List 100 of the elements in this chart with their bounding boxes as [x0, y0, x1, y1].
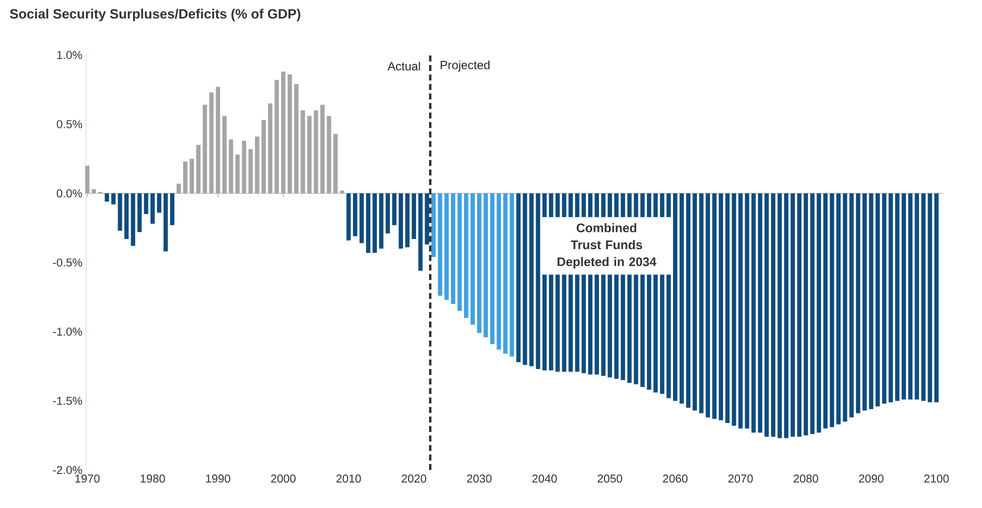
bar [477, 193, 482, 334]
bar [908, 193, 912, 400]
x-tick-label: 1970 [75, 474, 100, 483]
x-tick-label: 2090 [858, 474, 884, 483]
bar [856, 193, 860, 414]
bar [876, 193, 880, 406]
bar [176, 184, 181, 194]
bar [268, 103, 272, 194]
bar [124, 193, 129, 239]
bar [816, 193, 822, 433]
bar [438, 193, 442, 296]
bar [405, 193, 410, 248]
bar [706, 193, 710, 418]
x-tick-label: 2040 [532, 474, 557, 483]
bar [424, 193, 430, 245]
bar [248, 149, 253, 194]
x-tick-label: 1980 [140, 474, 165, 483]
bar [510, 193, 514, 357]
bar [882, 193, 886, 404]
bar [496, 193, 501, 350]
bar [340, 190, 344, 194]
bar [516, 193, 521, 362]
bar [262, 120, 266, 194]
bar [314, 110, 318, 194]
bar [862, 193, 867, 411]
annotation: Projected [440, 60, 490, 72]
bar [895, 193, 900, 401]
bar [718, 193, 724, 420]
bar [150, 193, 155, 224]
bar [372, 193, 377, 253]
bar [680, 193, 684, 404]
bar [804, 193, 808, 436]
bar [751, 193, 756, 433]
bar [235, 154, 240, 194]
x-tick-label: 2020 [402, 474, 426, 483]
bar [352, 193, 358, 236]
bar [398, 193, 403, 249]
bar [157, 193, 162, 213]
x-tick-label: 2010 [336, 474, 361, 483]
bar [307, 116, 312, 194]
bar [366, 193, 370, 253]
y-tick-label: 0.5% [56, 120, 82, 128]
bar [686, 193, 690, 408]
bar [836, 193, 841, 424]
bar [738, 193, 743, 428]
bar [484, 193, 488, 338]
bar [692, 193, 697, 411]
bar [810, 193, 815, 434]
bar [92, 189, 96, 194]
bar [758, 193, 762, 433]
bar [464, 193, 468, 318]
bar [183, 162, 188, 194]
bar [771, 193, 776, 437]
bar [111, 193, 116, 204]
bar [725, 193, 730, 423]
bar [764, 193, 769, 437]
bar [928, 193, 932, 402]
bar [85, 166, 90, 194]
bar [326, 116, 332, 194]
bar [823, 193, 828, 428]
bar [888, 193, 893, 402]
bar [673, 193, 678, 401]
bar [360, 193, 364, 244]
bar [503, 193, 508, 354]
y-tick-label: -1.5% [53, 396, 82, 405]
bar [529, 193, 534, 366]
x-tick-label: 2070 [728, 474, 753, 483]
bar [522, 193, 528, 365]
bar [418, 193, 423, 271]
x-tick-label: 1990 [206, 474, 230, 483]
bar [536, 193, 540, 370]
bar [164, 193, 168, 252]
bar [104, 193, 110, 202]
x-tick-label: 2030 [467, 474, 492, 483]
bar [869, 193, 874, 410]
bar [699, 193, 704, 414]
bar [144, 193, 148, 214]
y-tick-label: -0.5% [53, 258, 82, 267]
bar [300, 110, 306, 194]
bar [778, 193, 782, 438]
x-tick-label: 2080 [794, 474, 818, 483]
bar [281, 72, 286, 194]
bar [797, 193, 802, 437]
bar [934, 193, 939, 402]
y-tick-label: -2.0% [53, 466, 82, 474]
ref-line-label: Actual [388, 62, 420, 70]
bar [450, 193, 456, 304]
bar [130, 193, 136, 246]
bar [228, 139, 234, 194]
bar [190, 158, 194, 194]
bar [849, 193, 854, 418]
bar [288, 74, 292, 194]
bar [712, 193, 717, 419]
bar [346, 193, 351, 240]
x-tick-label: 2100 [924, 474, 949, 483]
bar [202, 104, 208, 194]
bar [216, 86, 220, 194]
bar [242, 140, 246, 194]
bar [118, 193, 122, 231]
bar [830, 193, 834, 428]
